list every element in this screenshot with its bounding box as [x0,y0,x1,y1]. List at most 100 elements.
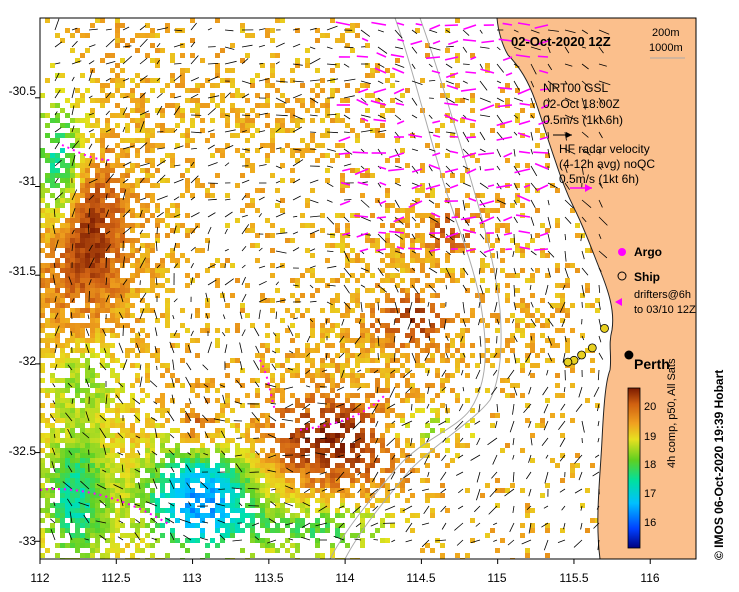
model-current-arrow [547,250,555,258]
model-current-arrow [183,534,192,541]
model-current-arrow [272,332,277,337]
sst-pixel [120,363,125,368]
sst-pixel [265,363,270,368]
sst-pixel [95,78,100,83]
sst-pixel [160,398,165,403]
model-current-arrow [495,420,498,428]
sst-pixel [180,468,185,473]
sst-pixel [230,293,235,298]
model-current-arrow [458,403,464,412]
sst-pixel [390,308,395,313]
sst-pixel [140,463,145,468]
model-current-arrow [426,403,430,409]
sst-pixel [515,358,520,363]
model-current-arrow [52,383,56,388]
sst-pixel [475,388,480,393]
model-current-arrow [326,265,337,269]
sst-pixel [325,353,330,358]
sst-pixel [405,293,410,298]
sst-pixel [260,523,265,528]
sst-pixel [185,438,190,443]
sst-pixel [90,553,95,558]
sst-pixel [270,63,275,68]
sst-pixel [175,488,180,493]
sst-pixel [515,288,520,293]
sst-pixel [180,458,185,463]
sst-pixel [150,308,155,313]
sst-pixel [450,338,455,343]
sst-pixel [455,553,460,558]
model-current-arrow [251,412,260,422]
sst-pixel [155,238,160,243]
sst-pixel [250,133,255,138]
sst-pixel [110,408,115,413]
sst-pixel [285,108,290,113]
sst-pixel [120,208,125,213]
sst-pixel [385,373,390,378]
sst-pixel [305,108,310,113]
bathymetry-contours [329,18,502,559]
sst-pixel [145,168,150,173]
model-current-arrow [547,233,551,243]
sst-pixel [305,268,310,273]
sst-pixel [270,513,275,518]
sst-pixel [70,543,75,548]
sst-pixel [80,428,85,433]
model-current-arrow [336,403,345,408]
sst-pixel [480,353,485,358]
sst-pixel [45,213,50,218]
sst-pixel [285,523,290,528]
sst-pixel [500,348,505,353]
sst-pixel [205,383,210,388]
sst-pixel [40,113,45,118]
model-current-arrow [598,233,602,240]
sst-pixel [485,288,490,293]
model-current-arrow [458,488,464,494]
sst-pixel [360,373,365,378]
sst-pixel [90,438,95,443]
sst-pixel [165,463,170,468]
sst-pixel [95,173,100,178]
model-current-arrow [336,386,345,391]
model-current-arrow [71,207,76,218]
sst-pixel [435,203,440,208]
model-current-arrow [462,352,466,358]
sst-pixel [325,433,330,438]
model-current-arrow [224,114,231,117]
sst-pixel [305,493,310,498]
sst-pixel [355,478,360,483]
model-current-arrow [241,179,250,184]
model-current-arrow [222,314,226,320]
model-current-arrow [558,420,566,431]
sst-pixel [245,453,250,458]
model-current-arrow [53,208,56,218]
sst-pixel [440,268,445,273]
sst-pixel [90,108,95,113]
sst-pixel [200,418,205,423]
sst-pixel [75,228,80,233]
sst-pixel [455,18,460,23]
sst-pixel [490,243,495,248]
model-current-arrow [284,386,294,390]
sst-pixel [95,548,100,553]
sst-pixel [470,313,475,318]
sst-pixel [505,228,510,233]
model-current-arrow [597,403,600,412]
sst-pixel [160,128,165,133]
sst-pixel [460,118,465,123]
model-current-arrow [122,189,127,201]
model-current-arrow [224,162,230,167]
sst-pixel [130,328,135,333]
sst-pixel [535,353,540,358]
sst-pixel [490,313,495,318]
sst-pixel [275,338,280,343]
sst-pixel [65,443,70,448]
model-current-arrow [287,367,294,371]
sst-pixel [245,118,250,123]
sst-pixel [245,523,250,528]
sst-pixel [65,383,70,388]
sst-pixel [270,73,275,78]
sst-pixel [80,223,85,228]
sst-pixel [110,273,115,278]
sst-pixel [530,273,535,278]
